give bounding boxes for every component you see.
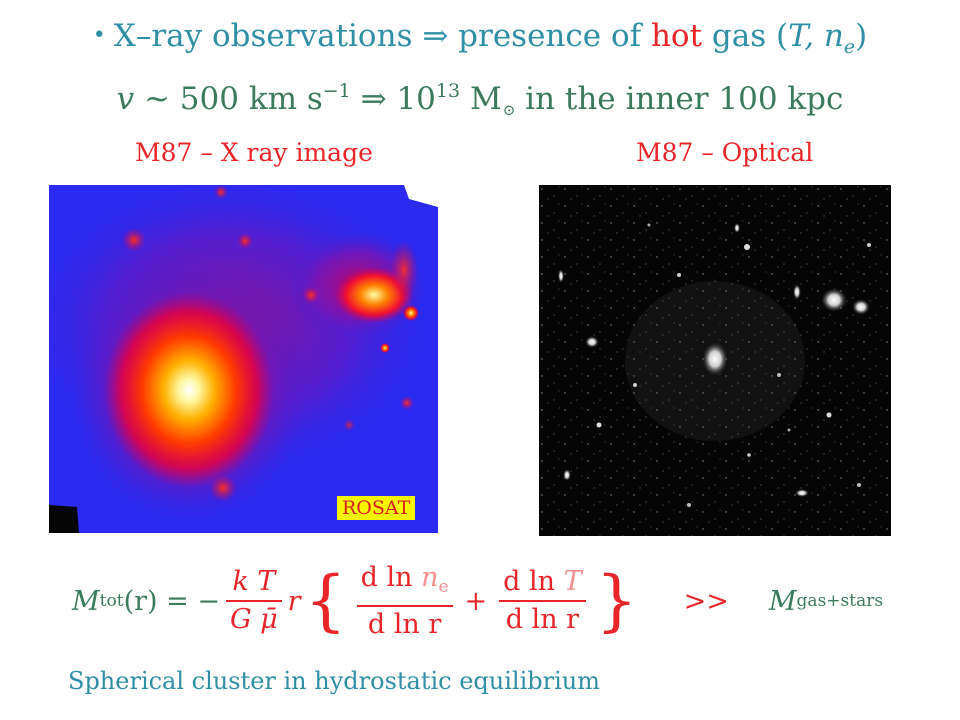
fraction-numerator-prefix: d ln xyxy=(360,561,422,593)
ne-subscript: e xyxy=(438,576,449,597)
rhs-subscript: gas+stars xyxy=(796,591,884,611)
header-line1-close: ) xyxy=(855,18,868,54)
header-line2-text-3: in the inner 100 kpc xyxy=(515,81,844,117)
bullet: • xyxy=(92,23,106,48)
much-greater-than: >> xyxy=(683,585,729,617)
header-line1-vars: T, n xyxy=(788,18,844,54)
rosat-badge: ROSAT xyxy=(337,496,416,520)
hot-word: hot xyxy=(650,18,703,54)
fraction-bar xyxy=(225,600,282,602)
mass-exponent: 13 xyxy=(435,80,461,102)
right-brace: } xyxy=(595,562,638,639)
ne-variable: n xyxy=(421,561,439,593)
fraction-denominator: G μ̄ xyxy=(229,604,278,635)
header-line2-text-2: ⇒ 10 xyxy=(350,81,436,117)
header-line1-text-2: gas ( xyxy=(702,18,789,54)
xray-image-label: M87 – X ray image xyxy=(135,138,373,167)
formula-r: r xyxy=(287,585,301,617)
rhs-mass-symbol: M xyxy=(768,585,797,617)
exponent: −1 xyxy=(322,80,351,102)
fraction-denominator: d ln r xyxy=(367,608,442,640)
fraction-numerator: k T xyxy=(232,566,276,597)
optical-image xyxy=(539,185,891,536)
fraction-kt-over-gmu: k T G μ̄ xyxy=(225,564,282,638)
header-line2-text: ~ 500 km s xyxy=(134,81,323,117)
xray-image xyxy=(49,185,438,533)
solar-mass-symbol: M xyxy=(460,81,502,117)
fraction-dln-t: d ln T d ln r xyxy=(499,564,586,638)
left-brace: { xyxy=(304,562,347,639)
caption: Spherical cluster in hydrostatic equilib… xyxy=(68,667,601,695)
formula-mass-symbol: M xyxy=(72,585,100,617)
sun-icon: ⊙ xyxy=(502,101,516,119)
t-variable: T xyxy=(563,566,582,597)
optical-image-label: M87 – Optical xyxy=(636,138,814,167)
header-line-2: v ~ 500 km s−1 ⇒ 1013 M⊙ in the inner 10… xyxy=(0,80,960,119)
fraction-bar xyxy=(356,604,453,607)
fraction-numerator-prefix: d ln xyxy=(503,566,564,597)
fraction-denominator: d ln r xyxy=(505,604,580,635)
fraction-dln-ne: d ln ne d ln r xyxy=(356,560,453,643)
formula-tot-subscript: tot xyxy=(99,591,124,611)
header-line-1: • X–ray observations ⇒ presence of hot ga… xyxy=(0,18,960,58)
header-line1-text: X–ray observations ⇒ presence of xyxy=(113,18,651,54)
velocity-symbol: v xyxy=(116,81,135,117)
header-line1-sub: e xyxy=(843,36,856,59)
formula-lhs-arg: (r) = − xyxy=(123,585,220,617)
fraction-bar xyxy=(499,600,586,602)
plus-sign: + xyxy=(464,585,488,617)
